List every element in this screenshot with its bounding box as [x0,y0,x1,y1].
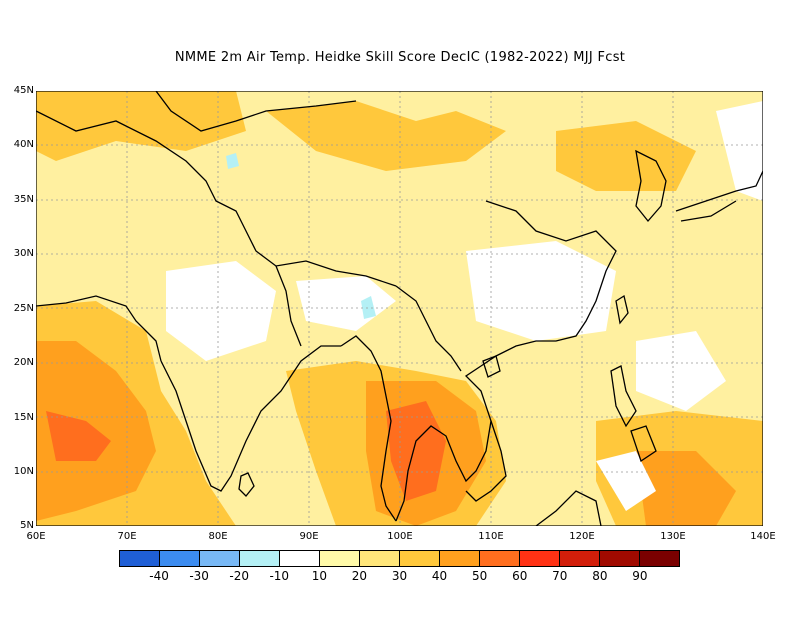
lat-label-5n: 5N [20,520,34,531]
lat-label-30n: 30N [13,248,34,259]
lon-label-60e: 60E [26,531,46,542]
colorbar-swatch [120,551,160,566]
colorbar-swatch [640,551,679,566]
lat-label-15n: 15N [13,412,34,423]
colorbar-swatch [360,551,400,566]
lon-label-140e: 140E [750,531,776,542]
colorbar-swatch [400,551,440,566]
lon-label-80e: 80E [208,531,228,542]
colorbar-label: 20 [351,569,368,583]
colorbar-label: -20 [229,569,249,583]
grid-lines [36,91,763,526]
lat-label-25n: 25N [13,303,34,314]
map-canvas [36,91,763,526]
colorbar-label: -10 [269,569,290,583]
colorbar-label: 80 [592,569,608,583]
lon-label-130e: 130E [660,531,686,542]
colorbar-label: 70 [552,569,568,583]
lon-label-100e: 100E [387,531,413,542]
coastlines [36,91,763,526]
skill-score-map [36,91,763,526]
colorbar-swatch [560,551,600,566]
lat-label-35n: 35N [13,194,34,205]
lon-label-70e: 70E [117,531,137,542]
lon-label-90e: 90E [299,531,319,542]
lon-label-120e: 120E [569,531,595,542]
lon-label-110e: 110E [478,531,504,542]
colorbar-label: 90 [632,569,648,583]
lat-label-40n: 40N [13,139,34,150]
lat-label-10n: 10N [13,466,34,477]
colorbar [119,550,680,567]
colorbar-swatch [600,551,640,566]
colorbar-swatch [320,551,360,566]
lat-label-45n: 45N [13,85,34,96]
colorbar-label: 40 [431,569,448,583]
colorbar-swatch [200,551,240,566]
colorbar-label: 30 [391,569,408,583]
lat-label-20n: 20N [13,357,34,368]
colorbar-swatch [280,551,320,566]
colorbar-label: 50 [472,569,488,583]
colorbar-swatch [520,551,560,566]
colorbar-swatch [160,551,200,566]
colorbar-label: -30 [189,569,209,583]
colorbar-swatch [440,551,480,566]
colorbar-swatch [240,551,280,566]
field-shading [36,91,763,526]
chart-title: NMME 2m Air Temp. Heidke Skill Score Dec… [174,50,626,65]
colorbar-label: 10 [311,569,327,583]
colorbar-swatch [480,551,520,566]
colorbar-label: 60 [512,569,528,583]
colorbar-label: -40 [149,569,169,583]
